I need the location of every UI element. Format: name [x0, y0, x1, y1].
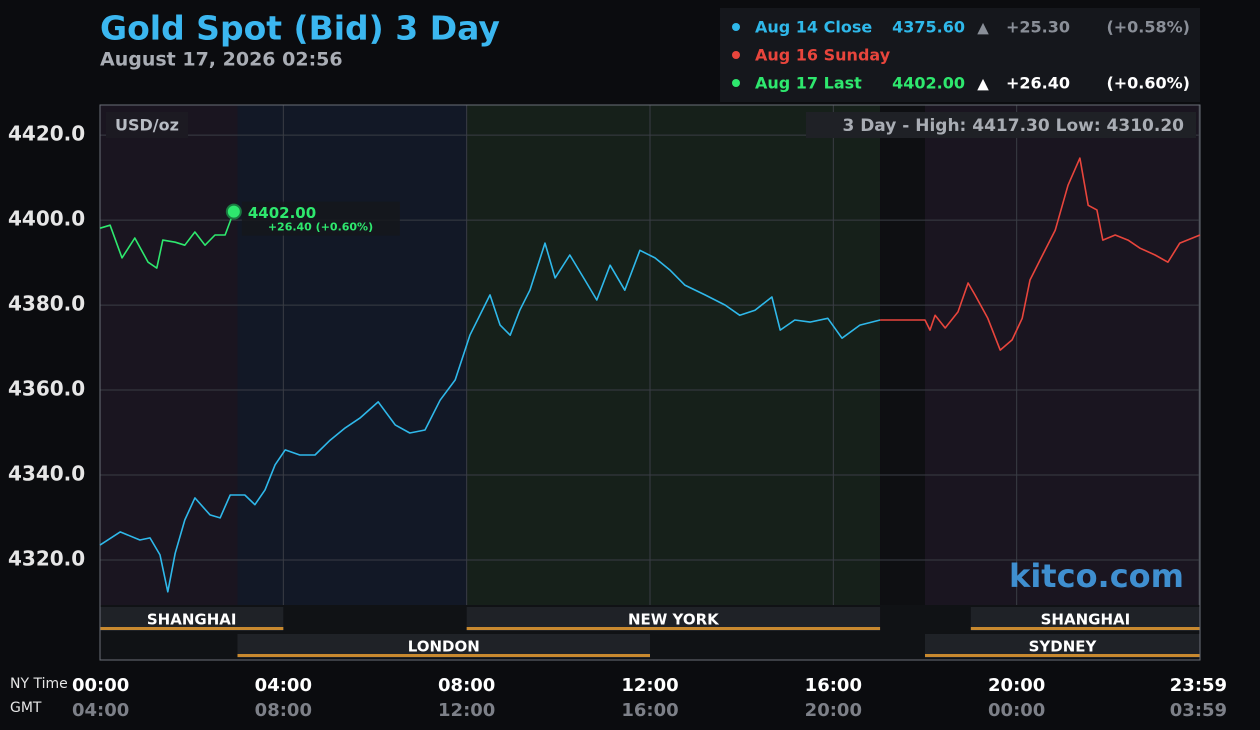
x-tick-label: 00:00 — [72, 675, 129, 696]
x2-tick-label: 12:00 — [438, 700, 495, 721]
session-band — [880, 105, 925, 605]
session-label: NEW YORK — [628, 611, 720, 629]
session-bar — [925, 654, 1200, 657]
session-bar — [100, 627, 284, 630]
legend-arrow: ▲ — [977, 19, 989, 37]
session-label: SYDNEY — [1029, 638, 1098, 656]
y-tick-label: 4320.0 — [8, 546, 85, 570]
x-tick-label: 20:00 — [988, 675, 1045, 696]
y-tick-label: 4420.0 — [8, 122, 85, 146]
legend-dot — [732, 51, 740, 59]
x-tick-label: 04:00 — [255, 675, 312, 696]
session-band — [925, 105, 1200, 605]
chart-subtitle: August 17, 2026 02:56 — [100, 49, 343, 71]
x2-row-label: GMT — [10, 700, 42, 716]
session-label: SHANGHAI — [147, 611, 237, 629]
price-line — [99, 242, 881, 593]
legend-change: +25.30 — [1006, 18, 1070, 37]
x-tick-label: 08:00 — [438, 675, 495, 696]
x2-tick-label: 16:00 — [621, 700, 678, 721]
legend-label: Aug 17 Last — [755, 74, 862, 93]
price-line — [880, 157, 1201, 351]
legend-arrow: ▲ — [977, 75, 989, 93]
session-band — [466, 105, 881, 605]
x2-tick-label: 00:00 — [988, 700, 1045, 721]
watermark: kitco.com — [1009, 557, 1184, 595]
y-tick-label: 4380.0 — [8, 292, 85, 316]
chart-title: Gold Spot (Bid) 3 Day — [100, 9, 500, 48]
x-row-label: NY Time — [10, 676, 68, 692]
y-tick-label: 4340.0 — [8, 462, 85, 486]
x2-tick-label: 08:00 — [255, 700, 312, 721]
x2-tick-label: 03:59 — [1170, 700, 1227, 721]
x2-tick-label: 20:00 — [805, 700, 862, 721]
last-price-label: 4402.00 — [248, 204, 316, 222]
x-tick-label: 12:00 — [621, 675, 678, 696]
range-box — [806, 112, 1196, 138]
plot-border — [99, 104, 1201, 661]
y-tick-label: 4360.0 — [8, 377, 85, 401]
x2-tick-label: 04:00 — [72, 700, 129, 721]
legend-pct: (+0.60%) — [1106, 74, 1190, 93]
legend-dot — [732, 23, 740, 31]
legend-dot — [732, 79, 740, 87]
session-band — [237, 105, 467, 605]
session-bar — [466, 627, 881, 630]
last-change-label: +26.40 (+0.60%) — [268, 221, 373, 234]
session-bar — [970, 627, 1200, 630]
unit-box — [106, 112, 188, 138]
session-label: SHANGHAI — [1041, 611, 1131, 629]
session-bar — [237, 654, 650, 657]
legend-label: Aug 14 Close — [755, 18, 872, 37]
session-band — [100, 105, 238, 605]
x-tick-label: 16:00 — [805, 675, 862, 696]
last-label-box — [241, 201, 400, 236]
session-label: LONDON — [408, 638, 480, 656]
legend-label: Aug 16 Sunday — [755, 46, 891, 65]
range-note: 3 Day - High: 4417.30 Low: 4310.20 — [842, 116, 1184, 136]
unit-label: USD/oz — [115, 116, 179, 135]
legend-pct: (+0.58%) — [1106, 18, 1190, 37]
price-line — [99, 211, 235, 269]
last-point — [225, 203, 242, 220]
legend-price: 4402.00 — [892, 74, 965, 93]
legend-price: 4375.60 — [892, 18, 965, 37]
x-tick-label: 23:59 — [1170, 675, 1227, 696]
legend-change: +26.40 — [1006, 74, 1070, 93]
legend-box — [720, 8, 1200, 102]
y-tick-label: 4400.0 — [8, 207, 85, 231]
